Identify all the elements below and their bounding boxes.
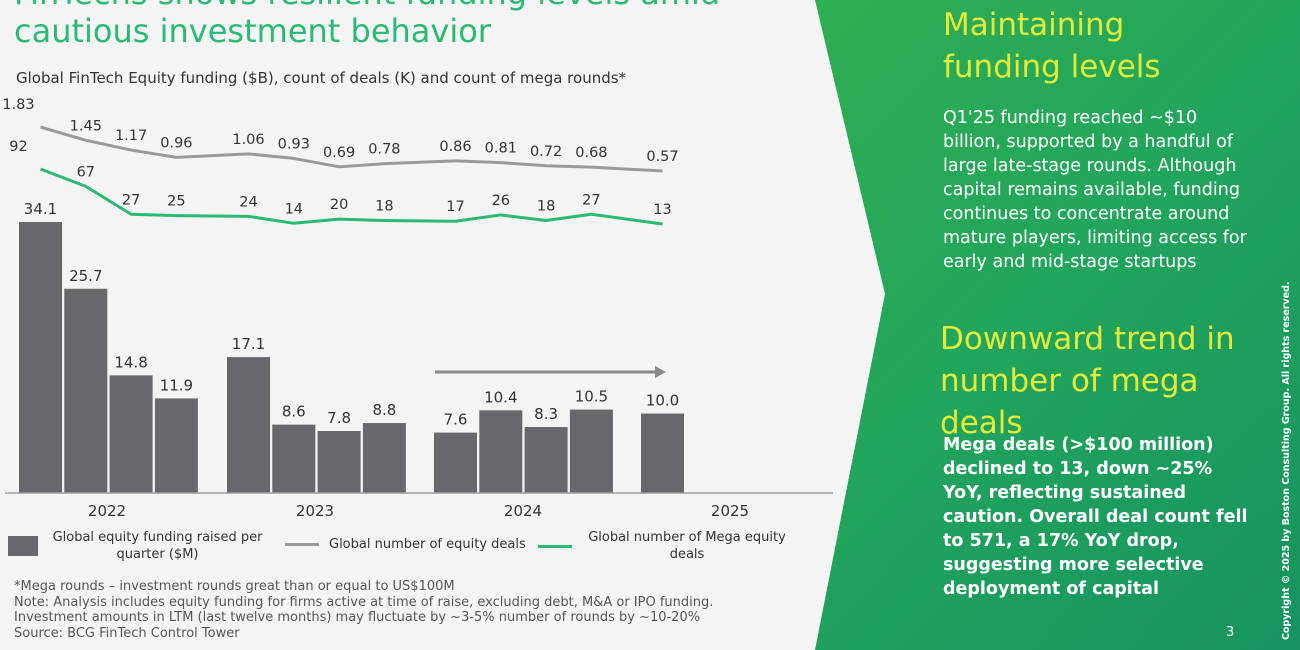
bar-9: [479, 410, 523, 493]
year-label-2022: 2022: [88, 502, 126, 520]
bar-8: [434, 432, 477, 493]
bar-label-1: 25.7: [69, 267, 102, 285]
bar-label-10: 8.3: [534, 405, 558, 423]
page-title: FinTechs shows resilient funding levels …: [14, 0, 720, 50]
bar-label-7: 8.8: [372, 401, 396, 419]
legend-mega-label: Global number of Mega equity deals: [588, 530, 786, 562]
legend-bar-swatch: [8, 536, 38, 556]
bar-2: [109, 375, 153, 493]
series-0-label-1: 1.45: [70, 118, 102, 134]
bar-6: [317, 431, 361, 493]
body-funding-levels: Q1'25 funding reached ~$10 billion, supp…: [943, 108, 1247, 272]
bar-11: [569, 409, 613, 493]
heading-funding-levels: Maintaining funding levels: [943, 7, 1161, 85]
bars-layer: 34.1 25.7 14.8 11.9 17.1 8.6 7.8 8.8 7.6 10.4 8.3 1…: [19, 200, 684, 493]
bar-label-4: 17.1: [232, 335, 265, 353]
legend-mega-swatch: [538, 544, 572, 548]
chart-subtitle: Global FinTech Equity funding ($B), coun…: [16, 69, 627, 87]
series-1-label-12: 13: [653, 202, 671, 218]
bar-7: [362, 423, 406, 493]
series-0-label-12: 0.57: [646, 149, 678, 165]
series-1-label-8: 17: [446, 199, 464, 215]
series-0-label-9: 0.81: [485, 141, 517, 157]
series-1-label-6: 20: [330, 197, 348, 213]
series-0-label-7: 0.78: [368, 142, 400, 158]
series-0-label-3: 0.96: [160, 135, 192, 151]
footnote-mega: *Mega rounds – investment rounds great t…: [14, 579, 455, 594]
bar-label-5: 8.6: [282, 403, 306, 421]
page-title-line1: FinTechs shows resilient funding levels …: [14, 0, 720, 12]
series-0-label-11: 0.68: [575, 145, 607, 161]
footnotes: *Mega rounds – investment rounds great t…: [14, 579, 713, 641]
series-1-label-11: 27: [582, 192, 600, 208]
copyright-notice: Copyright © 2025 by Boston Consulting Gr…: [1281, 281, 1292, 641]
left-panel: FinTechs shows resilient funding levels …: [2, 0, 833, 641]
series-0-label-4: 1.06: [232, 132, 264, 148]
legend-bar: Global equity funding raised per quarter…: [8, 529, 265, 563]
footnote-source: Source: BCG FinTech Control Tower: [14, 625, 240, 641]
series-1-label-0: 92: [9, 139, 27, 155]
page-title-line2: cautious investment behavior: [14, 12, 491, 50]
bar-0: [19, 222, 62, 493]
heading-mega-deals: Downward trend in number of mega deals: [940, 321, 1235, 441]
bar-label-0: 34.1: [24, 200, 57, 218]
series-0-label-10: 0.72: [530, 144, 562, 160]
bar-label-12: 10.0: [646, 392, 679, 410]
bar-label-3: 11.9: [160, 376, 193, 394]
page-number: 3: [1226, 625, 1235, 640]
bar-1: [64, 288, 108, 493]
year-labels: 2022 2023 2024 2025: [88, 502, 749, 520]
bar-4: [227, 357, 270, 493]
bar-label-11: 10.5: [575, 388, 608, 406]
series-line-0: [40, 125, 663, 173]
series-0-label-5: 0.93: [278, 136, 310, 152]
series-1-label-4: 24: [239, 194, 257, 210]
bar-label-2: 14.8: [114, 353, 147, 371]
bar-10: [524, 427, 568, 493]
year-label-2023: 2023: [296, 502, 334, 520]
series-1-label-3: 25: [167, 194, 185, 210]
legend-deals-label: Global number of equity deals: [329, 537, 526, 552]
series-0-label-0: 1.83: [2, 97, 34, 113]
funding-chart: 34.1 25.7 14.8 11.9 17.1 8.6 7.8 8.8 7.6 10.4 8.3 1…: [2, 97, 833, 520]
series-0-label-8: 0.86: [439, 139, 471, 155]
series-1-label-2: 27: [122, 192, 140, 208]
series-0-label-2: 1.17: [115, 128, 147, 144]
year-label-2025: 2025: [711, 502, 749, 520]
series-1-label-10: 18: [537, 199, 555, 215]
footnote-ltm: Investment amounts in LTM (last twelve m…: [14, 610, 701, 625]
bar-label-9: 10.4: [484, 388, 517, 406]
lines-layer: 1.83 1.45 1.17 0.96 1.06 0.93 0.69 0.78 0.86 0.81…: [2, 97, 679, 226]
series-line-1: [39, 167, 663, 226]
bar-3: [154, 398, 198, 493]
series-0-label-6: 0.69: [323, 145, 355, 161]
trend-arrow-icon: [435, 366, 666, 378]
footnote-note: Note: Analysis includes equity funding f…: [14, 594, 714, 610]
body-mega-deals: Mega deals (>$100 million) declined to 1…: [943, 435, 1248, 599]
series-1-label-1: 67: [77, 164, 95, 180]
series-1-label-9: 26: [492, 193, 510, 209]
bar-12: [641, 413, 684, 493]
bar-5: [272, 424, 316, 493]
right-panel: Maintaining funding levels Q1'25 funding…: [815, 0, 1300, 650]
series-1-label-7: 18: [375, 199, 393, 215]
legend-bar-label: Global equity funding raised per quarter…: [52, 530, 263, 562]
series-1-label-5: 14: [285, 201, 303, 217]
bar-label-6: 7.8: [327, 409, 351, 427]
legend-deals-swatch: [285, 543, 319, 546]
bar-label-8: 7.6: [444, 411, 468, 429]
legend-mega-line: Global number of Mega equity deals: [538, 529, 792, 563]
legend-deals-line: Global number of equity deals: [285, 536, 526, 553]
year-label-2024: 2024: [504, 502, 542, 520]
